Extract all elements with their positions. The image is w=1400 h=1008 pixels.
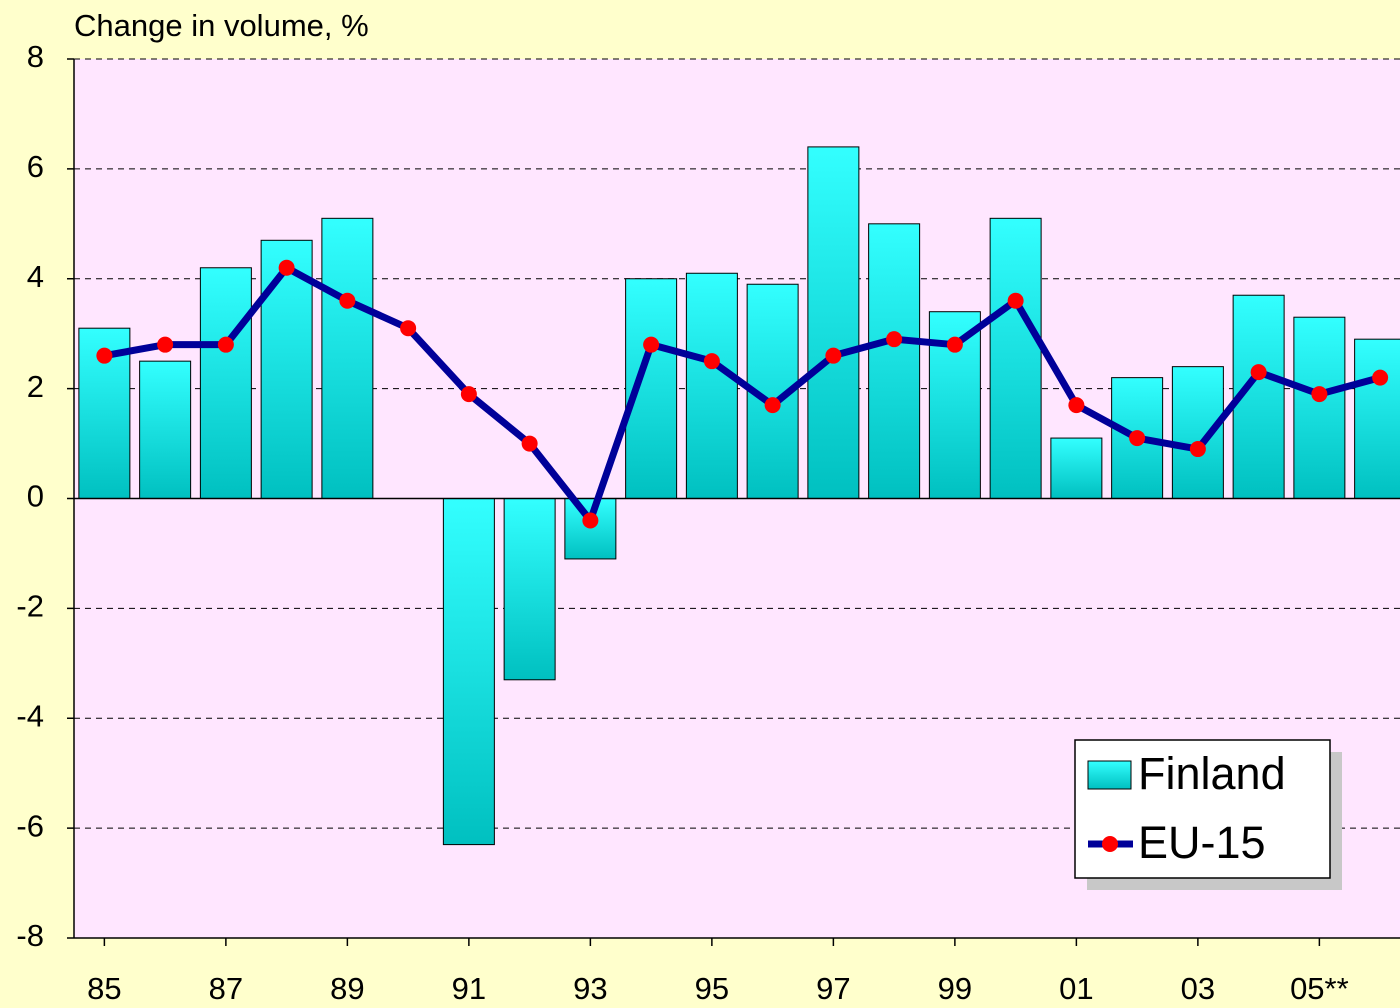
x-tick-label: 87 bbox=[209, 971, 243, 1006]
line-marker bbox=[1311, 386, 1328, 403]
y-tick-label: -4 bbox=[16, 698, 44, 733]
bar bbox=[1354, 338, 1400, 499]
x-tick-label: 01 bbox=[1059, 971, 1093, 1006]
line-marker bbox=[217, 336, 234, 353]
line-marker bbox=[643, 336, 660, 353]
bar bbox=[989, 217, 1042, 499]
y-tick-label: 8 bbox=[27, 39, 44, 74]
line bbox=[103, 264, 1382, 524]
line-marker bbox=[764, 397, 781, 414]
y-tick-label: 4 bbox=[27, 259, 44, 294]
line-marker bbox=[1068, 397, 1085, 414]
y-tick-label: 0 bbox=[27, 479, 44, 514]
line-marker bbox=[886, 331, 903, 348]
line-marker bbox=[1372, 369, 1389, 386]
x-tick-label: 91 bbox=[452, 971, 486, 1006]
line-marker bbox=[825, 347, 842, 364]
bar bbox=[442, 498, 495, 846]
line-marker bbox=[582, 512, 599, 529]
bar bbox=[260, 239, 313, 499]
x-tick-label: 95 bbox=[695, 971, 729, 1006]
x-tick-label: 99 bbox=[938, 971, 972, 1006]
y-tick-label: -8 bbox=[16, 918, 44, 953]
line-marker bbox=[157, 336, 174, 353]
line-marker bbox=[1189, 441, 1206, 458]
bar bbox=[807, 146, 860, 499]
legend-marker bbox=[1102, 836, 1118, 852]
line-marker bbox=[278, 259, 295, 276]
y-tick-label: 6 bbox=[27, 149, 44, 184]
legend-label: EU-15 bbox=[1138, 817, 1266, 868]
line-marker bbox=[703, 353, 720, 370]
bar bbox=[139, 360, 192, 499]
x-tick-label: 05** bbox=[1290, 971, 1349, 1006]
x-tick-label: 93 bbox=[573, 971, 607, 1006]
bar bbox=[321, 217, 374, 499]
bar bbox=[503, 498, 556, 681]
bar bbox=[1171, 366, 1224, 499]
y-tick-label: -2 bbox=[16, 589, 44, 624]
bar bbox=[1050, 437, 1103, 500]
bar bbox=[868, 223, 921, 499]
legend-swatch bbox=[1087, 760, 1132, 790]
line-marker bbox=[96, 347, 113, 364]
x-tick-label: 85 bbox=[87, 971, 121, 1006]
y-tick-label: 2 bbox=[27, 369, 44, 404]
chart-title: Change in volume, % bbox=[74, 8, 369, 43]
bar bbox=[564, 498, 617, 560]
x-tick-label: 03 bbox=[1181, 971, 1215, 1006]
bar bbox=[1293, 316, 1346, 499]
legend-label: Finland bbox=[1138, 748, 1286, 799]
line-marker bbox=[460, 386, 477, 403]
line-marker bbox=[339, 292, 356, 309]
line-marker bbox=[1129, 430, 1146, 447]
line-marker bbox=[400, 320, 417, 337]
line-marker bbox=[946, 336, 963, 353]
bar bbox=[685, 272, 738, 499]
x-tick-label: 89 bbox=[330, 971, 364, 1006]
line-marker bbox=[521, 435, 538, 452]
y-tick-label: -6 bbox=[16, 808, 44, 843]
line-marker bbox=[1007, 292, 1024, 309]
x-tick-label: 97 bbox=[816, 971, 850, 1006]
bar bbox=[199, 267, 252, 500]
line-marker bbox=[1250, 364, 1267, 381]
